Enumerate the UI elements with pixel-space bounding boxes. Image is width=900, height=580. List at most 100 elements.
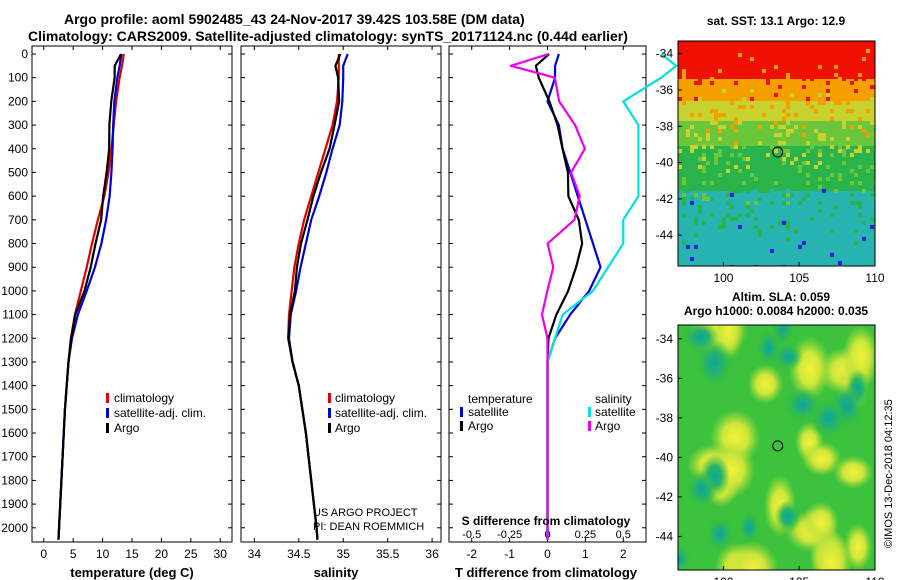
sst-cell <box>818 153 822 157</box>
sst-cell <box>846 137 850 141</box>
sst-cell <box>734 209 738 213</box>
sst-cell <box>766 77 770 81</box>
depth-tick-label: 1100 <box>2 308 28 322</box>
sst-cell <box>818 177 822 181</box>
sst-cell <box>690 113 694 117</box>
sst-cell <box>854 241 858 245</box>
depth-tick-label: 1500 <box>1 402 28 416</box>
sst-cell <box>682 73 686 77</box>
sst-cell <box>818 101 822 105</box>
sst-cell <box>738 225 742 229</box>
sst-cell <box>770 261 774 265</box>
sst-map-axes: 100 105 110 -34 -36 -38 -40 -42 -44 <box>656 47 885 285</box>
sst-cell <box>850 45 854 49</box>
sst-cell <box>734 161 738 165</box>
sst-cell <box>858 253 862 257</box>
sst-cell <box>854 229 858 233</box>
sst-cell <box>830 173 834 177</box>
sst-cell <box>838 73 842 77</box>
sst-cell <box>698 157 702 161</box>
map-y-tick-label: -44 <box>656 228 674 242</box>
depth-tick-label: 900 <box>8 260 28 274</box>
sst-cell <box>746 205 750 209</box>
sst-cell <box>858 145 862 149</box>
sst-cell <box>774 69 778 73</box>
project-annotation: US ARGO PROJECT <box>313 507 418 519</box>
sst-cell <box>758 133 762 137</box>
sst-cell <box>718 201 722 205</box>
sst-cell <box>702 165 706 169</box>
sst-cell <box>758 233 762 237</box>
sst-cell <box>738 105 742 109</box>
sst-cell <box>710 237 714 241</box>
sst-cell <box>726 53 730 57</box>
sst-cell <box>778 181 782 185</box>
sst-cell <box>734 121 738 125</box>
sst-cell <box>770 105 774 109</box>
sst-cell <box>750 61 754 65</box>
sst-argo-location-marker <box>772 146 784 158</box>
sst-cell <box>682 245 686 249</box>
sst-cell <box>814 69 818 73</box>
x-tick-label: 1 <box>582 547 589 561</box>
sst-cell <box>746 53 750 57</box>
sst-cell <box>702 153 706 157</box>
sst-cell <box>698 113 702 117</box>
sst-cell <box>790 209 794 213</box>
sst-cell <box>702 185 706 189</box>
sst-cell <box>698 205 702 209</box>
map-y-tick-label: -40 <box>656 450 674 464</box>
sst-cell <box>842 229 846 233</box>
sst-cell <box>854 53 858 57</box>
sst-cell <box>830 57 834 61</box>
sst-cell <box>694 241 698 245</box>
sst-cell <box>722 113 726 117</box>
sst-cell <box>678 61 682 65</box>
sst-map-title: sat. SST: 13.1 Argo: 12.9 <box>707 14 846 28</box>
sst-cell <box>742 145 746 149</box>
sst-cell <box>694 217 698 221</box>
sst-cell <box>682 241 686 245</box>
sst-cell <box>738 189 742 193</box>
sst-cell <box>770 217 774 221</box>
sst-cell <box>822 93 826 97</box>
sst-cell <box>702 61 706 65</box>
sst-cell <box>830 253 834 257</box>
sst-cell <box>806 149 810 153</box>
sst-cell <box>682 229 686 233</box>
sst-cell <box>862 101 866 105</box>
sst-cell <box>702 197 706 201</box>
sst-cell <box>802 225 806 229</box>
sst-cell <box>726 193 730 197</box>
sst-cell <box>770 201 774 205</box>
sst-cell <box>686 213 690 217</box>
sst-cell <box>714 157 718 161</box>
sst-cell <box>802 77 806 81</box>
sst-cell <box>686 245 690 249</box>
sst-cell <box>838 141 842 145</box>
sst-cell <box>778 177 782 181</box>
sst-cell <box>854 97 858 101</box>
legend-swatch-t-argo <box>460 421 463 431</box>
sst-cell <box>802 133 806 137</box>
sst-cell <box>770 213 774 217</box>
sst-cell <box>770 85 774 89</box>
sst-cell <box>846 145 850 149</box>
map-y-tick-label: -34 <box>656 332 674 346</box>
sst-cell <box>738 169 742 173</box>
sst-cell <box>842 173 846 177</box>
sst-cell <box>822 97 826 101</box>
sst-cell <box>826 245 830 249</box>
x-tick-label: 25 <box>184 547 198 561</box>
sla-argo-location-marker <box>772 440 784 452</box>
sst-cell <box>714 245 718 249</box>
sst-cell <box>690 201 694 205</box>
sst-cell <box>838 253 842 257</box>
sst-cell <box>782 97 786 101</box>
sst-cell <box>754 113 758 117</box>
depth-axis: 0 100 200 300 400 500 600 700 800 900 1000 1100 1200… <box>1 47 28 535</box>
sst-cell <box>718 257 722 261</box>
sst-cell <box>714 117 718 121</box>
sst-cell <box>710 81 714 85</box>
sst-cell <box>758 117 762 121</box>
